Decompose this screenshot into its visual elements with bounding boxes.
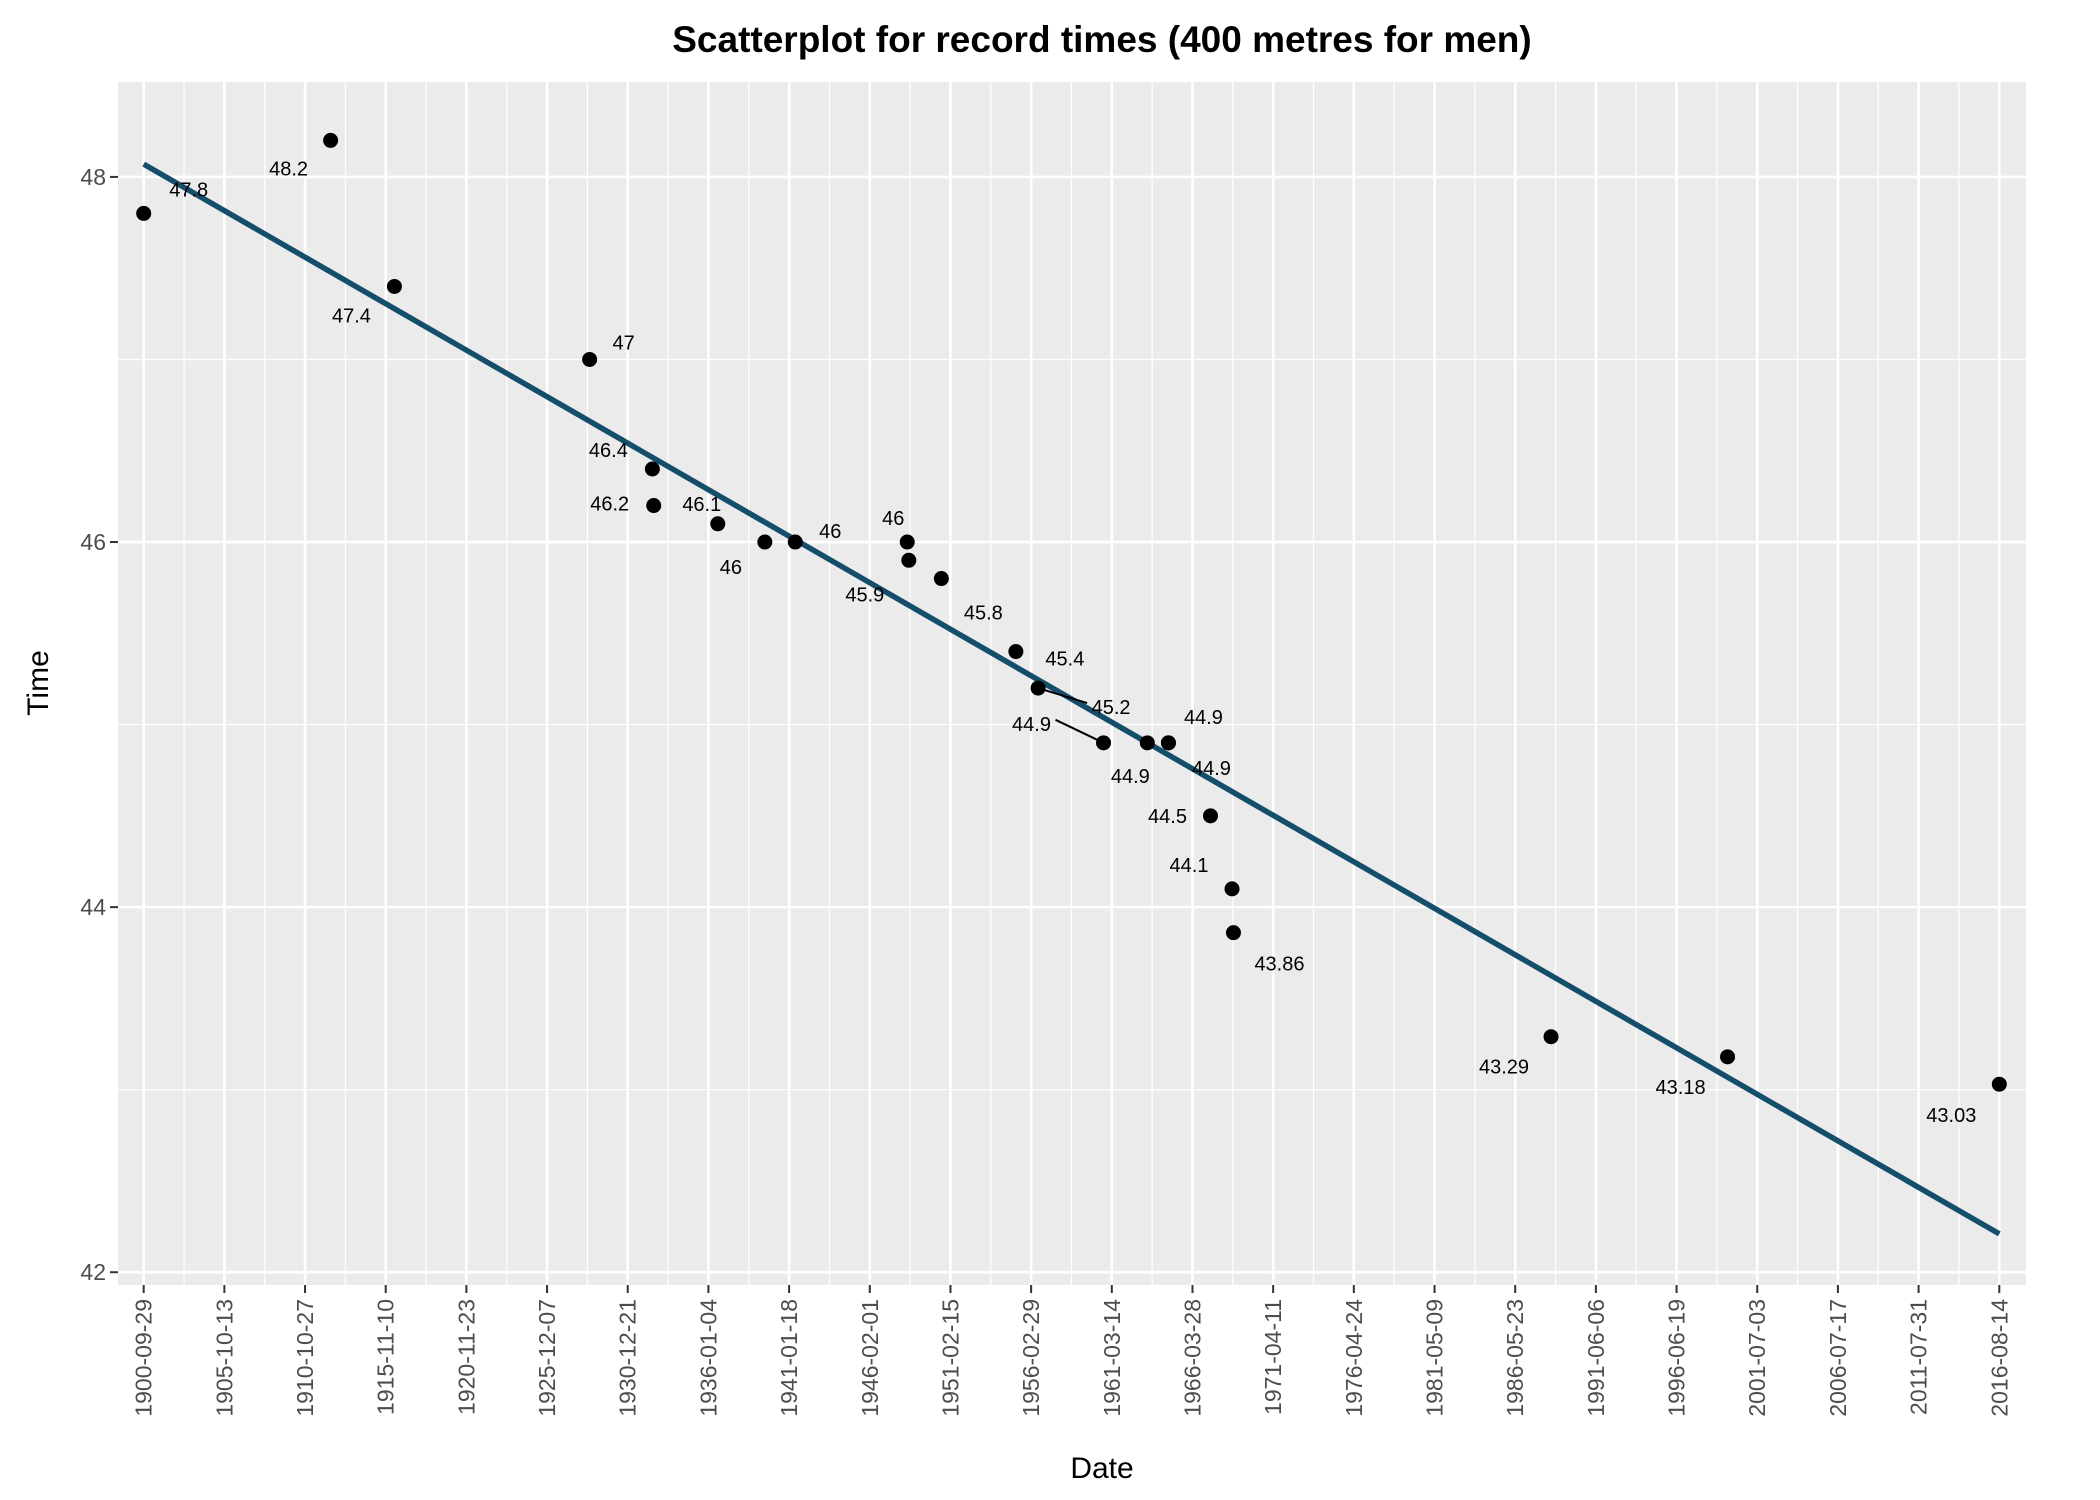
x-tick-label: 2011-07-31 — [1906, 1299, 1932, 1415]
x-tick-label: 1930-12-21 — [615, 1299, 641, 1417]
data-label: 43.03 — [1926, 1105, 1976, 1127]
data-point — [899, 534, 915, 550]
data-points — [136, 132, 2007, 1092]
data-label: 46.2 — [590, 494, 629, 516]
x-axis-title: Date — [1070, 1452, 1133, 1485]
x-tick-label: 1920-11-23 — [453, 1299, 479, 1415]
label-leader-lines — [1037, 687, 1104, 744]
x-tick-label: 1925-12-07 — [534, 1299, 560, 1417]
data-point — [582, 351, 598, 367]
x-tick-label: 1900-09-29 — [131, 1299, 157, 1417]
x-tick-label: 1941-01-18 — [776, 1299, 802, 1417]
data-point — [1008, 644, 1024, 660]
x-tick-label: 1905-10-13 — [211, 1299, 237, 1417]
data-label: 45.8 — [964, 603, 1003, 625]
data-point — [1030, 680, 1046, 696]
x-tick-label: 1910-10-27 — [292, 1299, 318, 1417]
data-label: 44.9 — [1192, 758, 1231, 780]
data-point — [1139, 735, 1155, 751]
data-label: 46 — [720, 557, 742, 579]
data-label: 45.4 — [1045, 649, 1084, 671]
data-point — [1203, 808, 1219, 824]
data-point — [710, 516, 726, 532]
data-point — [1991, 1076, 2007, 1092]
data-point — [787, 534, 803, 550]
data-label: 46 — [882, 508, 904, 530]
label-leader-line — [1055, 718, 1104, 744]
data-label: 44.9 — [1012, 714, 1051, 736]
x-tick-label: 1936-01-04 — [695, 1299, 721, 1417]
x-tick-label: 1991-06-06 — [1583, 1299, 1609, 1417]
point-labels: 47.8 48.2 47.4 47 46.4 46.2 46.1 46 46 46 45.9 45.8… — [169, 158, 1976, 1127]
x-tick-label: 1986-05-23 — [1502, 1299, 1528, 1417]
data-label: 44.9 — [1184, 707, 1223, 729]
y-tick-label: 42 — [80, 1259, 106, 1285]
data-label: 46.4 — [589, 440, 628, 462]
x-tick-label: 1976-04-24 — [1341, 1299, 1367, 1417]
x-tick-label: 1966-03-28 — [1179, 1299, 1205, 1417]
chart-title: Scatterplot for record times (400 metres… — [672, 19, 1531, 60]
data-point — [1720, 1049, 1736, 1065]
data-label: 47 — [613, 332, 635, 354]
data-label: 45.9 — [845, 584, 884, 606]
data-label: 46.1 — [682, 494, 721, 516]
data-label: 44.9 — [1111, 766, 1150, 788]
x-tick-label: 1951-02-15 — [937, 1299, 963, 1417]
x-tick-label: 2016-08-14 — [1986, 1299, 2012, 1417]
data-point — [1543, 1029, 1559, 1045]
data-label: 43.86 — [1254, 954, 1304, 976]
x-tick-label: 2001-07-03 — [1744, 1299, 1770, 1417]
x-tick-label: 1956-02-29 — [1018, 1299, 1044, 1417]
y-tick-label: 48 — [80, 164, 106, 190]
x-tick-label: 1915-11-10 — [373, 1299, 399, 1415]
data-point — [386, 278, 402, 294]
label-leader-line — [1037, 687, 1088, 705]
y-tick-label: 44 — [80, 894, 106, 920]
data-point — [901, 552, 917, 568]
x-tick-label: 1946-02-01 — [857, 1299, 883, 1417]
x-tick-label: 2006-07-17 — [1825, 1299, 1851, 1417]
data-point — [1096, 735, 1112, 751]
data-point — [1225, 925, 1241, 941]
x-tick-label: 1981-05-09 — [1422, 1299, 1448, 1417]
data-point — [933, 571, 949, 587]
data-point — [646, 498, 662, 514]
y-axis: 42 44 46 48 — [80, 164, 118, 1285]
data-label: 43.18 — [1656, 1077, 1706, 1099]
data-point — [1224, 881, 1240, 897]
x-tick-label: 1971-04-11 — [1260, 1299, 1286, 1415]
data-label: 46 — [819, 521, 841, 543]
data-point — [136, 205, 152, 221]
x-tick-label: 1961-03-14 — [1099, 1299, 1125, 1417]
x-tick-label: 1996-06-19 — [1664, 1299, 1690, 1417]
data-label: 47.8 — [169, 179, 208, 201]
data-label: 45.2 — [1092, 697, 1131, 719]
data-label: 44.5 — [1148, 806, 1187, 828]
x-axis: 1900-09-29 1905-10-13 1910-10-27 1915-11-10… — [131, 1285, 2012, 1417]
data-label: 47.4 — [332, 305, 371, 327]
data-label: 43.29 — [1479, 1057, 1529, 1079]
data-point — [1160, 735, 1176, 751]
y-tick-label: 46 — [80, 529, 106, 555]
data-point — [757, 534, 773, 550]
data-label: 44.1 — [1170, 855, 1209, 877]
y-axis-title: Time — [22, 650, 55, 716]
data-label: 48.2 — [269, 158, 308, 180]
data-point — [323, 132, 339, 148]
data-point — [644, 461, 660, 477]
